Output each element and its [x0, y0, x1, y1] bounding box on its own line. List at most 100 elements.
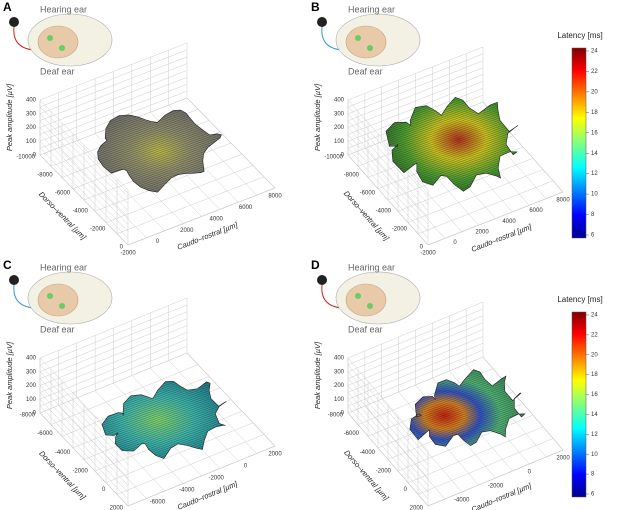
grid-line: [39, 56, 188, 114]
grid-line: [347, 60, 484, 114]
brain: [345, 283, 387, 317]
y-tick-label: 2000: [410, 506, 424, 510]
colorbar: [571, 311, 587, 498]
panel: A Hearing ear Deaf ear 0 100 200 300 400 -10000 -…: [3, 0, 282, 256]
z-tick-label: 0: [33, 411, 37, 417]
x-axis-label: Caudo–rostral [µm]: [176, 479, 239, 510]
grid-line: [347, 371, 429, 465]
grid-line: [39, 297, 188, 359]
grid-line: [116, 176, 265, 234]
z-axis-label: Peak amplitude [µV]: [5, 341, 14, 409]
grid-line: [347, 106, 429, 198]
grid-line: [39, 70, 188, 128]
x-axis-label: Caudo–rostral [µm]: [176, 220, 240, 252]
surface-mesh: [97, 109, 222, 193]
grid-line: [347, 364, 429, 459]
grid-line: [347, 378, 429, 472]
axis-line: [39, 154, 129, 246]
grid-line: [347, 127, 429, 218]
z-axis-label: Peak amplitude [µV]: [313, 83, 322, 151]
colorbar-tick-label: 10: [591, 452, 598, 458]
nucleus: [355, 35, 361, 41]
y-tick-label: 0: [420, 245, 424, 251]
brain: [345, 25, 387, 59]
x-tick-label: 2000: [180, 228, 194, 234]
z-tick-label: 0: [341, 411, 345, 417]
panel: D Hearing ear Deaf ear 0 100 200 300 400 -8000 -6…: [311, 258, 570, 510]
y-tick-label: -2000: [392, 227, 408, 233]
grid-line: [347, 308, 484, 366]
grid-line: [39, 120, 129, 211]
x-axis-label: Caudo–rostral [µm]: [470, 222, 534, 254]
panel-letter: A: [3, 0, 12, 14]
y-tick-label: 0: [102, 487, 106, 493]
x-tick-label: -2000: [120, 251, 136, 257]
grid-line: [39, 113, 129, 204]
grid-line: [39, 127, 129, 218]
colorbar-tick-label: 20: [591, 89, 598, 95]
z-tick-label: 400: [334, 356, 345, 362]
z-tick-label: 300: [26, 111, 37, 117]
colorbar-tick-label: 8: [591, 472, 595, 478]
nucleus: [367, 45, 373, 51]
x-tick-label: -4000: [454, 498, 470, 504]
panel-letter: B: [311, 0, 320, 14]
x-tick-label: 0: [244, 464, 248, 470]
grid-line: [347, 113, 429, 204]
grid-line: [347, 385, 429, 479]
grid-line: [347, 67, 484, 121]
deaf-ear-label: Deaf ear: [40, 66, 75, 76]
z-tick-label: 100: [334, 139, 345, 145]
colorbar-tick-label: 6: [591, 492, 595, 498]
grid-line: [407, 169, 544, 223]
grid-line: [39, 49, 188, 108]
grid-line: [39, 318, 188, 379]
colorbar-tick-label: 16: [591, 392, 598, 398]
axis-line: [427, 449, 564, 507]
grid-line: [39, 378, 129, 472]
grid-line: [417, 180, 554, 234]
y-tick-label: -4000: [376, 209, 392, 215]
y-axis-label: Dorso–ventral [µm]: [342, 189, 392, 243]
colorbar-tick-label: 8: [591, 212, 595, 218]
colorbar-label: Latency [ms]: [557, 295, 602, 304]
grid-line: [39, 311, 188, 372]
surface-mesh: [101, 380, 227, 459]
z-tick-label: 100: [334, 397, 345, 403]
panel: B Hearing ear Deaf ear 0 100 200 300 400 -10000 -…: [311, 0, 570, 256]
x-tick-label: 0: [156, 239, 160, 245]
colorbar-tick-label: 14: [591, 151, 598, 157]
axis-line: [186, 352, 276, 447]
y-axis-label: Dorso–ventral [µm]: [37, 190, 88, 242]
grid-line: [347, 99, 429, 191]
y-tick-label: 0: [404, 487, 408, 493]
x-tick-label: -4000: [179, 488, 195, 494]
deaf-ear-label: Deaf ear: [40, 324, 75, 334]
grid-line: [347, 329, 484, 386]
hearing-ear-label: Hearing ear: [40, 262, 87, 272]
axis-line: [347, 154, 429, 246]
grid-line: [116, 434, 265, 495]
brain: [37, 25, 79, 59]
grid-line: [39, 304, 188, 366]
x-tick-label: 6000: [529, 208, 543, 214]
colorbar-tick-label: 24: [591, 313, 598, 319]
grid-line: [347, 301, 484, 359]
colorbar-tick-label: 12: [591, 432, 598, 438]
z-tick-label: 200: [26, 383, 37, 389]
y-tick-label: 2000: [110, 506, 124, 510]
speaker: [317, 17, 327, 27]
deaf-ear-label: Deaf ear: [348, 324, 383, 334]
speaker: [9, 275, 19, 285]
grid-line: [39, 99, 129, 191]
axis-line: [427, 191, 564, 246]
surface-mesh: [409, 369, 526, 447]
grid-line: [347, 120, 429, 211]
x-tick-label: 0: [528, 470, 532, 476]
y-tick-label: -6000: [55, 191, 71, 197]
z-axis-label: Peak amplitude [µV]: [5, 83, 14, 151]
colorbar-tick-label: 20: [591, 352, 598, 358]
colorbar-tick-label: 6: [591, 233, 595, 239]
colorbar-tick-label: 16: [591, 130, 598, 136]
x-tick-label: 2000: [475, 229, 489, 235]
